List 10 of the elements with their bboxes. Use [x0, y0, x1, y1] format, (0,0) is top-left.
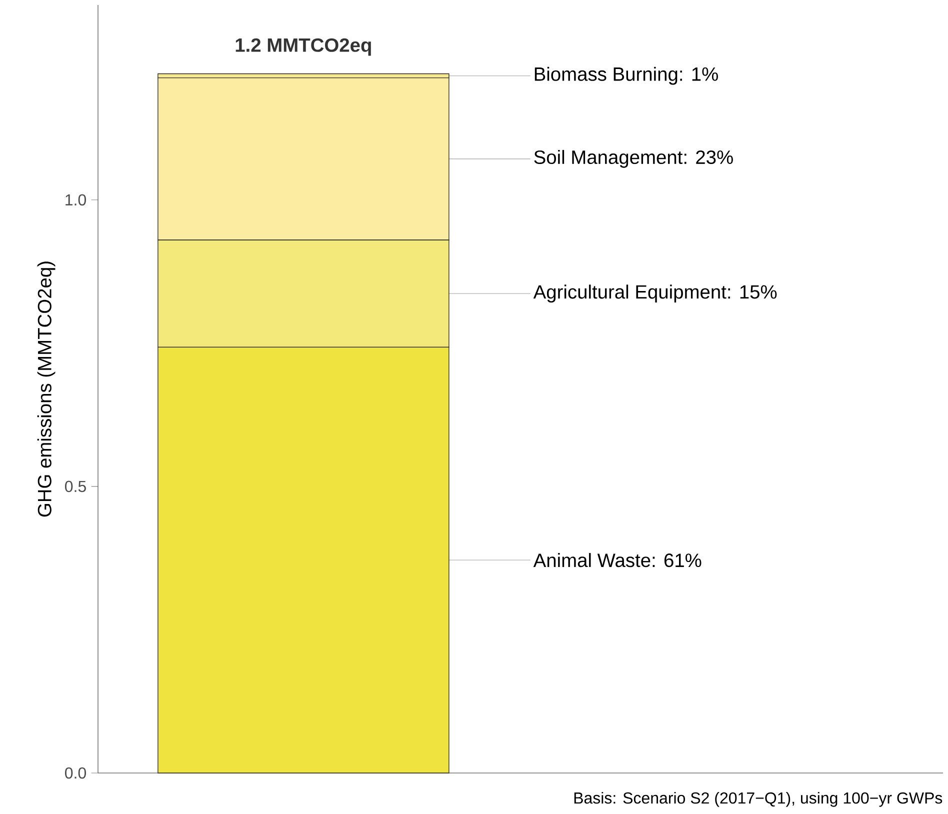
- y-axis-title: GHG emissions (MMTCO2eq): [37, 262, 56, 517]
- text: Animal Waste: 61%: [533, 553, 702, 568]
- text: Agricultural Equipment: 15%: [533, 284, 777, 303]
- y-tick-label: 0.5: [65, 480, 86, 492]
- text: Basis: Scenario S2 (2017−Q1), using 100−yr GWPs: [574, 792, 942, 807]
- total-label: 1.2 MMTCO2eq: [236, 38, 371, 56]
- text: Biomass Burning: 1%: [534, 66, 718, 85]
- y-tick-label: 0.0: [65, 767, 86, 779]
- text: Soil Management: 23%: [534, 150, 733, 168]
- y-tick-label: 1.0: [66, 194, 86, 206]
